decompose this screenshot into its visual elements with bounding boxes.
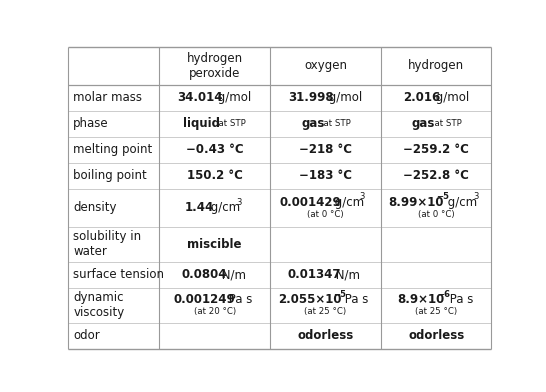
Text: −183 °C: −183 °C [299, 169, 352, 183]
Text: g/mol: g/mol [213, 91, 251, 104]
Text: 3: 3 [473, 192, 478, 201]
Text: odorless: odorless [298, 329, 354, 342]
Text: gas: gas [301, 117, 324, 130]
Text: g/cm: g/cm [331, 196, 364, 209]
Text: 34.014: 34.014 [177, 91, 223, 104]
Text: −0.43 °C: −0.43 °C [186, 143, 244, 156]
Text: at STP: at STP [318, 119, 351, 128]
Text: −5: −5 [333, 290, 346, 299]
Text: at STP: at STP [429, 119, 461, 128]
Text: density: density [73, 201, 117, 214]
Text: 2.016: 2.016 [403, 91, 441, 104]
Text: miscible: miscible [187, 238, 242, 250]
Text: −218 °C: −218 °C [299, 143, 352, 156]
Text: 8.9×10: 8.9×10 [397, 293, 444, 306]
Text: −5: −5 [436, 192, 449, 201]
Text: −259.2 °C: −259.2 °C [403, 143, 469, 156]
Text: liquid: liquid [183, 117, 221, 130]
Text: g/cm: g/cm [207, 201, 240, 214]
Text: boiling point: boiling point [73, 169, 147, 183]
Text: 31.998: 31.998 [288, 91, 334, 104]
Text: Pa s: Pa s [341, 293, 369, 306]
Text: (at 25 °C): (at 25 °C) [305, 307, 347, 316]
Text: (at 0 °C): (at 0 °C) [418, 210, 454, 219]
Text: g/cm: g/cm [444, 196, 477, 209]
Text: hydrogen
peroxide: hydrogen peroxide [187, 52, 243, 80]
Text: 0.001249: 0.001249 [173, 293, 235, 306]
Text: surface tension: surface tension [73, 268, 164, 281]
Text: (at 0 °C): (at 0 °C) [307, 210, 344, 219]
Text: molar mass: molar mass [73, 91, 143, 104]
Text: (at 25 °C): (at 25 °C) [415, 307, 457, 316]
Text: −6: −6 [437, 290, 450, 299]
Text: odor: odor [73, 329, 100, 342]
Text: g/mol: g/mol [432, 91, 469, 104]
Text: Pa s: Pa s [225, 293, 252, 306]
Text: gas: gas [412, 117, 435, 130]
Text: solubility in
water: solubility in water [73, 230, 141, 258]
Text: 3: 3 [360, 192, 365, 201]
Text: 1.44: 1.44 [185, 201, 215, 214]
Text: N/m: N/m [218, 268, 246, 281]
Text: N/m: N/m [333, 268, 360, 281]
Text: oxygen: oxygen [304, 59, 347, 73]
Text: 8.99×10: 8.99×10 [388, 196, 444, 209]
Text: melting point: melting point [73, 143, 152, 156]
Text: odorless: odorless [408, 329, 464, 342]
Text: 3: 3 [236, 198, 241, 207]
Text: 0.0804: 0.0804 [181, 268, 227, 281]
Text: −252.8 °C: −252.8 °C [403, 169, 469, 183]
Text: 0.001429: 0.001429 [280, 196, 341, 209]
Text: g/mol: g/mol [324, 91, 362, 104]
Text: Pa s: Pa s [446, 293, 473, 306]
Text: (at 20 °C): (at 20 °C) [194, 307, 236, 316]
Text: phase: phase [73, 117, 109, 130]
Text: hydrogen: hydrogen [408, 59, 464, 73]
Text: 150.2 °C: 150.2 °C [187, 169, 242, 183]
Text: dynamic
viscosity: dynamic viscosity [73, 291, 124, 319]
Text: 0.01347: 0.01347 [288, 268, 341, 281]
Text: 2.055×10: 2.055×10 [278, 293, 342, 306]
Text: at STP: at STP [212, 119, 245, 128]
